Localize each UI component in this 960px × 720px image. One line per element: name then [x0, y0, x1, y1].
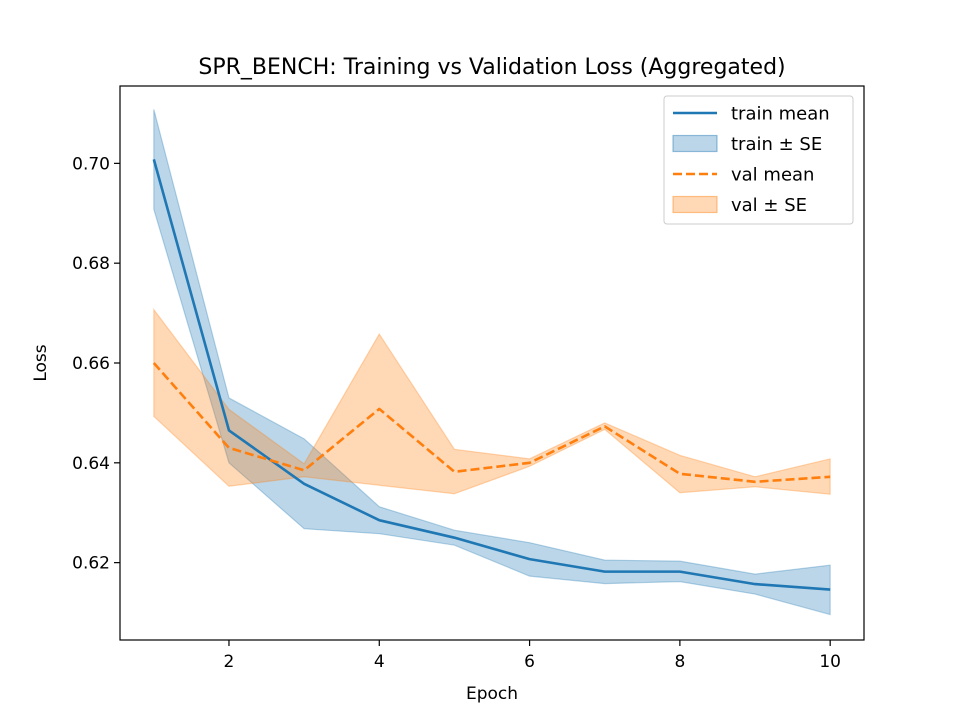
y-tick-label: 0.68	[72, 254, 110, 274]
chart-title: SPR_BENCH: Training vs Validation Loss (…	[198, 55, 785, 80]
y-tick-label: 0.64	[72, 454, 110, 474]
train-se-band	[153, 109, 831, 616]
train-mean-line	[152, 159, 831, 591]
legend-train-se-swatch	[672, 134, 718, 153]
x-tick-label: 2	[224, 652, 235, 672]
legend-label: val mean	[731, 165, 814, 186]
legend: train mean train ± SE val mean val ± SE	[663, 95, 854, 225]
y-tick-label: 0.70	[72, 154, 110, 174]
val-se-band	[153, 307, 831, 495]
confidence-bands	[153, 109, 831, 616]
y-tick-label: 0.62	[72, 554, 110, 574]
x-axis-label: Epoch	[466, 684, 518, 704]
legend-box	[663, 95, 854, 225]
val-mean-line	[152, 362, 831, 484]
y-axis-ticks: 0.62 0.64 0.66 0.68 0.70	[72, 154, 120, 574]
legend-label: train ± SE	[731, 134, 822, 155]
y-axis-label: Loss	[31, 344, 51, 381]
mean-lines	[152, 159, 831, 591]
legend-val-se-swatch	[672, 195, 718, 214]
x-tick-label: 8	[674, 652, 685, 672]
legend-label: val ± SE	[731, 195, 807, 216]
x-tick-label: 10	[819, 652, 841, 672]
y-tick-label: 0.66	[72, 354, 110, 374]
legend-label: train mean	[731, 104, 830, 125]
x-tick-label: 6	[524, 652, 535, 672]
x-tick-label: 4	[374, 652, 385, 672]
x-axis-ticks: 2 4 6 8 10	[224, 640, 841, 672]
legend-entries: train mean train ± SE val mean val ± SE	[672, 104, 830, 216]
